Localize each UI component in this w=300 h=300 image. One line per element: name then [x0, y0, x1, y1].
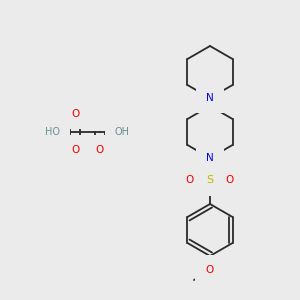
Text: O: O [71, 109, 79, 119]
Text: N: N [206, 93, 214, 103]
Text: OH: OH [115, 127, 130, 137]
Text: O: O [186, 175, 194, 185]
Text: N: N [206, 153, 214, 163]
Text: S: S [206, 175, 214, 185]
Text: HO: HO [46, 127, 61, 137]
Text: O: O [226, 175, 234, 185]
Text: O: O [96, 145, 104, 155]
Text: O: O [71, 145, 79, 155]
Text: O: O [206, 265, 214, 275]
